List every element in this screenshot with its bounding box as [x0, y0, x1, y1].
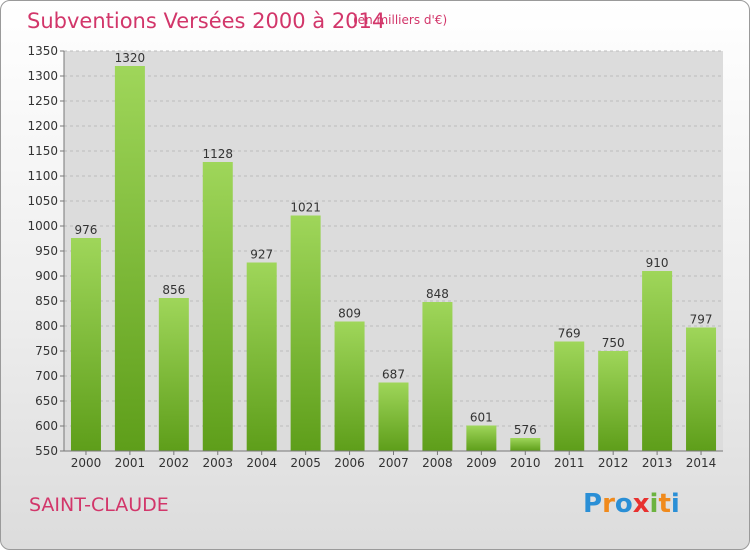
y-tick-label: 1050: [27, 194, 58, 208]
y-tick-label: 550: [35, 444, 58, 458]
logo-letter: i: [670, 489, 680, 519]
logo-letter: i: [649, 489, 659, 519]
bar-value-label: 769: [558, 327, 581, 341]
x-tick-label: 2005: [290, 456, 321, 470]
x-tick-label: 2009: [466, 456, 497, 470]
chart-subtitle: (en milliers d'€): [353, 13, 448, 27]
y-tick-label: 850: [35, 294, 58, 308]
chart-title: Subventions Versées 2000 à 2014: [27, 9, 386, 33]
y-tick-label: 950: [35, 244, 58, 258]
x-tick-label: 2003: [202, 456, 233, 470]
bar-value-label: 750: [602, 336, 625, 350]
logo-letter: t: [658, 489, 671, 519]
y-tick-label: 600: [35, 419, 58, 433]
bar: [554, 341, 585, 451]
bar-value-label: 797: [690, 313, 713, 327]
bar: [466, 425, 497, 451]
x-tick-label: 2014: [686, 456, 717, 470]
bars: [70, 66, 717, 451]
bar: [158, 298, 189, 451]
bar-value-label: 976: [75, 223, 98, 237]
y-tick-label: 1250: [27, 94, 58, 108]
y-tick-label: 700: [35, 369, 58, 383]
x-tick-label: 2006: [334, 456, 365, 470]
city-name: SAINT-CLAUDE: [29, 494, 169, 516]
bar-value-label: 601: [470, 411, 493, 425]
x-tick-label: 2011: [554, 456, 585, 470]
bar-value-label: 1021: [290, 201, 321, 215]
bar: [378, 382, 409, 451]
x-tick-label: 2012: [598, 456, 629, 470]
x-tick-label: 2008: [422, 456, 453, 470]
bar: [422, 302, 453, 451]
x-axis-ticks: 2000 2001 2002 2003 2004 2005 2006 2007 2008 2009…: [71, 451, 717, 470]
bar: [70, 238, 101, 451]
y-tick-label: 800: [35, 319, 58, 333]
bar: [510, 438, 541, 451]
y-tick-label: 1200: [27, 119, 58, 133]
bar: [246, 262, 277, 451]
data-labels: 976 1320 856 1128 927 1021 809 687 848 601 576 769 7…: [75, 51, 713, 437]
logo-letter: o: [614, 489, 633, 519]
y-axis-ticks: 550 600 650 700 750 800 850 900 950 1000 1050 1100 1…: [27, 44, 64, 458]
bar-value-label: 856: [162, 283, 185, 297]
y-tick-label: 1100: [27, 169, 58, 183]
bar: [686, 327, 717, 451]
proxiti-logo: Proxiti: [583, 489, 680, 519]
bar: [598, 351, 629, 451]
bar-value-label: 927: [250, 248, 273, 262]
y-tick-label: 650: [35, 394, 58, 408]
y-tick-label: 1150: [27, 144, 58, 158]
x-tick-label: 2002: [159, 456, 190, 470]
bar-value-label: 576: [514, 423, 537, 437]
x-tick-label: 2013: [642, 456, 673, 470]
x-tick-label: 2004: [246, 456, 277, 470]
x-tick-label: 2010: [510, 456, 541, 470]
bar: [202, 162, 233, 451]
y-tick-label: 1000: [27, 219, 58, 233]
x-tick-label: 2000: [71, 456, 102, 470]
bar: [290, 215, 321, 451]
bar-value-label: 910: [646, 256, 669, 270]
bar-value-label: 1128: [202, 147, 233, 161]
logo-letter: P: [583, 489, 603, 519]
bar: [334, 321, 365, 451]
logo-letter: r: [602, 489, 615, 519]
y-tick-label: 750: [35, 344, 58, 358]
bar: [642, 271, 673, 451]
logo-letter: x: [632, 489, 650, 519]
bar-value-label: 687: [382, 368, 405, 382]
x-tick-label: 2001: [115, 456, 146, 470]
x-tick-label: 2007: [378, 456, 409, 470]
bar-value-label: 1320: [115, 51, 146, 65]
y-tick-label: 1350: [27, 44, 58, 58]
bar: [114, 66, 145, 451]
y-tick-label: 900: [35, 269, 58, 283]
y-tick-label: 1300: [27, 69, 58, 83]
bar-value-label: 848: [426, 287, 449, 301]
bar-value-label: 809: [338, 307, 361, 321]
